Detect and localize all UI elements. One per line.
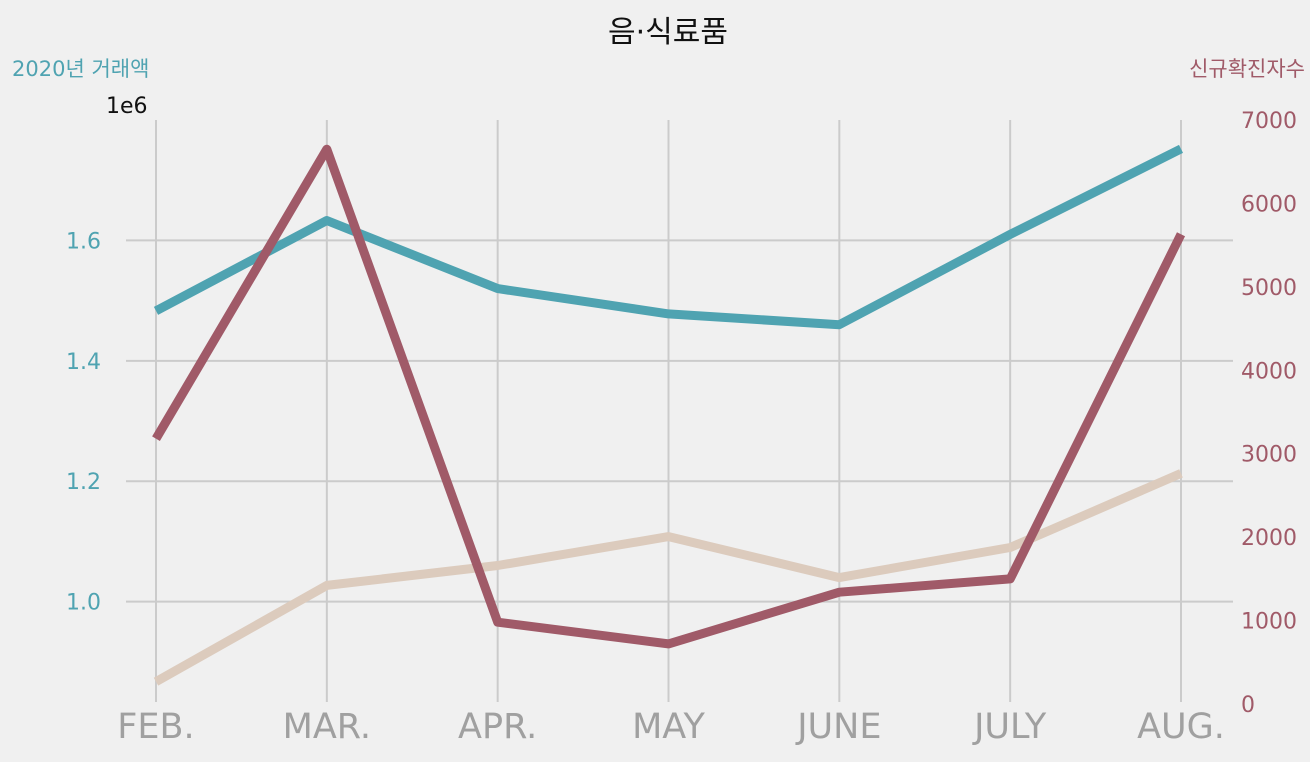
right-axis-ticks: 0 1000 2000 3000 4000 5000 6000 7000 (1241, 109, 1297, 718)
x-tick-label: MAY (632, 707, 705, 747)
x-axis-ticks: FEB. MAR. APR. MAY JUNE JULY AUG. (117, 707, 1225, 747)
x-tick-label: FEB. (117, 707, 194, 747)
x-tick-label: MAR. (283, 707, 371, 747)
series-line-2 (153, 469, 1183, 686)
left-tick-label: 1.4 (66, 350, 101, 375)
left-tick-label: 1.0 (66, 591, 101, 616)
right-tick-label: 3000 (1241, 443, 1297, 468)
right-tick-label: 2000 (1241, 526, 1297, 551)
right-axis-label: 신규확진자수 (1189, 57, 1305, 81)
left-tick-label: 1.2 (66, 470, 101, 495)
x-tick-label: APR. (458, 707, 537, 747)
right-tick-label: 7000 (1241, 109, 1297, 134)
right-tick-label: 4000 (1241, 359, 1297, 384)
right-tick-label: 6000 (1241, 192, 1297, 217)
series-layer (152, 144, 1186, 686)
x-tick-label: JUNE (795, 707, 881, 747)
left-axis-label: 2020년 거래액 (12, 57, 149, 81)
x-tick-label: AUG. (1137, 707, 1225, 747)
left-axis-ticks: 1.0 1.2 1.4 1.6 (66, 229, 101, 615)
left-axis-offset-text: 1e6 (106, 94, 148, 119)
left-tick-label: 1.6 (66, 229, 101, 254)
chart-title: 음·식료품 (608, 15, 728, 50)
series-line-1 (153, 144, 1184, 330)
x-tick-label: JULY (972, 707, 1047, 747)
right-tick-label: 1000 (1241, 610, 1297, 635)
right-tick-label: 5000 (1241, 276, 1297, 301)
right-tick-label: 0 (1241, 693, 1255, 718)
series-line-3 (152, 144, 1186, 649)
